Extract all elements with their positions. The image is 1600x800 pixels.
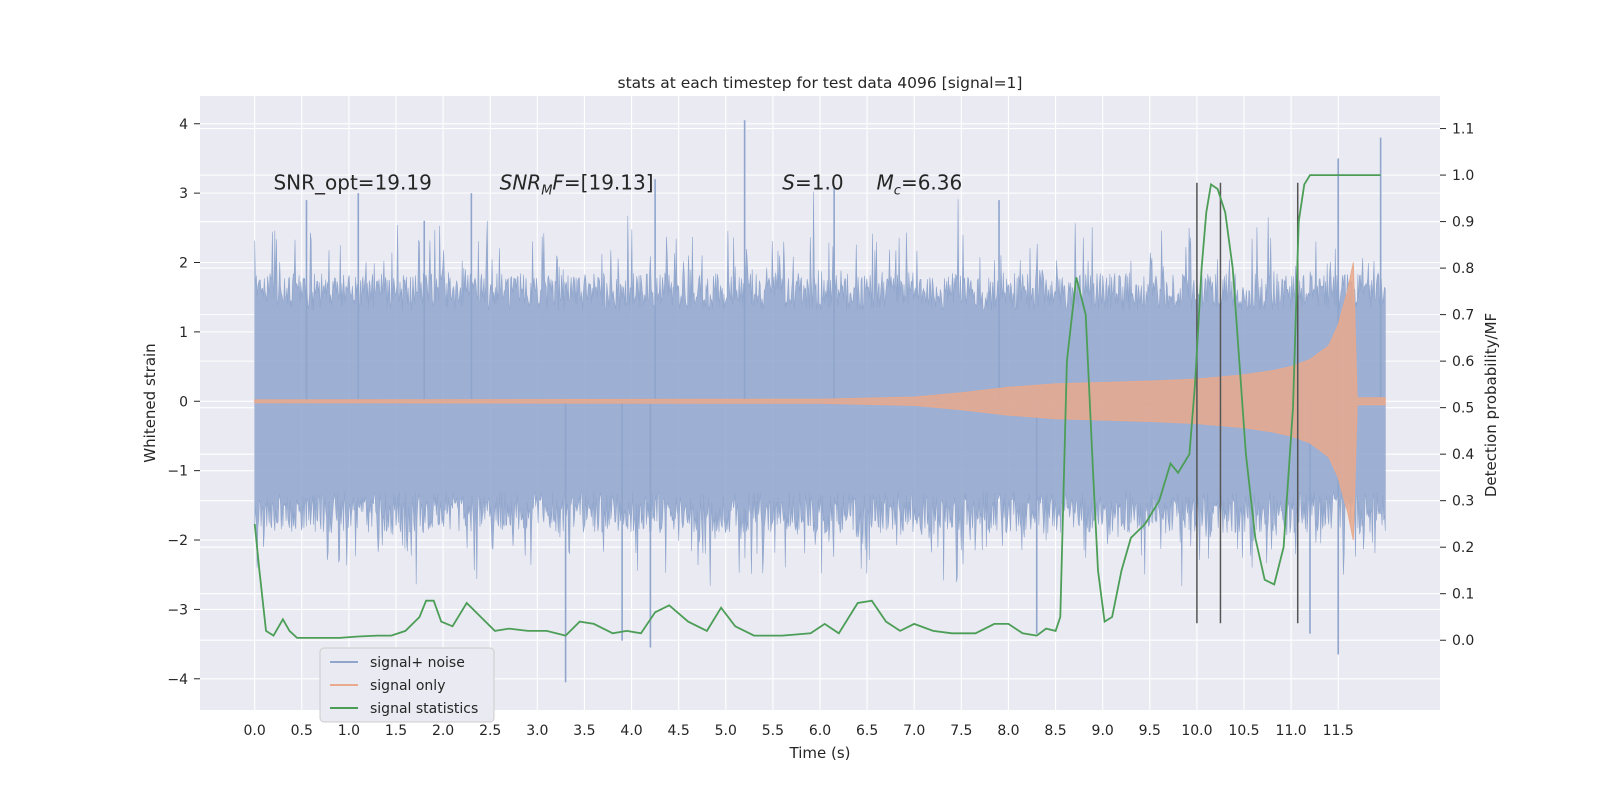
annotation-snr_opt: SNR_opt=19.19 xyxy=(273,171,431,195)
y2-tick-label: 0.7 xyxy=(1452,308,1474,324)
chart-title: stats at each timestep for test data 409… xyxy=(618,74,1023,92)
x-tick-label: 8.0 xyxy=(997,723,1019,739)
x-tick-label: 10.0 xyxy=(1181,723,1212,739)
signal-envelope xyxy=(254,262,1386,541)
y2-tick-label: 1.1 xyxy=(1452,122,1474,138)
y2-axis-label: Detection probability/MF xyxy=(1482,313,1500,497)
y-axis-ticks: −4 −3 −2 −1 0 1 2 3 4 xyxy=(167,117,200,688)
y2-tick-label: 0.5 xyxy=(1452,401,1474,417)
legend-label-noise: signal+ noise xyxy=(370,655,465,671)
x-tick-label: 2.0 xyxy=(432,723,454,739)
legend-label-signal: signal only xyxy=(370,678,445,694)
legend: signal+ noise signal only signal statist… xyxy=(319,647,495,723)
y2-tick-label: 0.6 xyxy=(1452,354,1474,370)
x-tick-label: 3.5 xyxy=(573,723,595,739)
y2-tick-label: 0.9 xyxy=(1452,215,1474,231)
x-tick-label: 11.0 xyxy=(1276,723,1307,739)
legend-label-stats: signal statistics xyxy=(370,701,478,717)
y2-tick-label: 0.1 xyxy=(1452,587,1474,603)
y-tick-label: 1 xyxy=(179,325,188,341)
y-tick-label: −3 xyxy=(167,602,188,618)
x-tick-label: 9.0 xyxy=(1092,723,1114,739)
x-tick-label: 1.0 xyxy=(338,723,360,739)
noise-band xyxy=(254,191,1386,587)
x-tick-label: 2.5 xyxy=(479,723,501,739)
y2-tick-label: 0.2 xyxy=(1452,540,1474,556)
x-tick-label: 1.5 xyxy=(385,723,407,739)
annotations: SNR_opt=19.19 SNRMF=[19.13] S=1.0 Mc=6.36 xyxy=(273,171,962,199)
signal-noise-series xyxy=(254,120,1386,683)
y-tick-label: −2 xyxy=(167,533,188,549)
x-tick-label: 7.5 xyxy=(950,723,972,739)
signal-statistics-series xyxy=(253,174,1381,639)
y-tick-label: 0 xyxy=(179,394,188,410)
x-tick-label: 7.0 xyxy=(903,723,925,739)
x-tick-label: 10.5 xyxy=(1228,723,1259,739)
y-tick-label: 4 xyxy=(179,117,188,133)
x-axis-ticks: 0.0 0.5 1.0 1.5 2.0 2.5 3.0 3.5 4.0 4.5 5.0 5.5 6.0 6… xyxy=(244,723,1354,739)
y-tick-label: 2 xyxy=(179,256,188,272)
y2-tick-label: 1.0 xyxy=(1452,168,1474,184)
x-tick-label: 11.5 xyxy=(1323,723,1354,739)
y-tick-label: −4 xyxy=(167,672,188,688)
x-tick-label: 4.5 xyxy=(668,723,690,739)
y-tick-label: 3 xyxy=(179,186,188,202)
x-tick-label: 0.5 xyxy=(291,723,313,739)
x-tick-label: 3.0 xyxy=(526,723,548,739)
annotation-s_val: S=1.0 xyxy=(782,171,843,195)
x-tick-label: 5.0 xyxy=(715,723,737,739)
y2-tick-label: 0.0 xyxy=(1452,633,1474,649)
annotation-mc_val: Mc=6.36 xyxy=(877,171,963,199)
y-tick-label: −1 xyxy=(167,464,188,480)
x-tick-label: 8.5 xyxy=(1044,723,1066,739)
x-tick-label: 5.5 xyxy=(762,723,784,739)
y2-tick-label: 0.3 xyxy=(1452,494,1474,510)
legend-box xyxy=(319,647,495,723)
x-tick-label: 4.0 xyxy=(620,723,642,739)
x-axis-label: Time (s) xyxy=(789,744,851,762)
x-tick-label: 9.5 xyxy=(1139,723,1161,739)
y-axis-label: Whitened strain xyxy=(141,343,159,462)
x-tick-label: 6.0 xyxy=(809,723,831,739)
x-tick-label: 6.5 xyxy=(856,723,878,739)
annotation-snr_mf: SNRMF=[19.13] xyxy=(500,171,654,199)
signal-statistics-line xyxy=(253,174,1381,639)
y2-tick-label: 0.8 xyxy=(1452,261,1474,277)
y2-tick-label: 0.4 xyxy=(1452,447,1474,463)
signal-only-series xyxy=(254,262,1386,541)
y2-axis-ticks: 0.0 0.1 0.2 0.3 0.4 0.5 0.6 0.7 0.8 0.9 1.0 1.1 xyxy=(1440,122,1474,649)
x-tick-label: 0.0 xyxy=(244,723,266,739)
